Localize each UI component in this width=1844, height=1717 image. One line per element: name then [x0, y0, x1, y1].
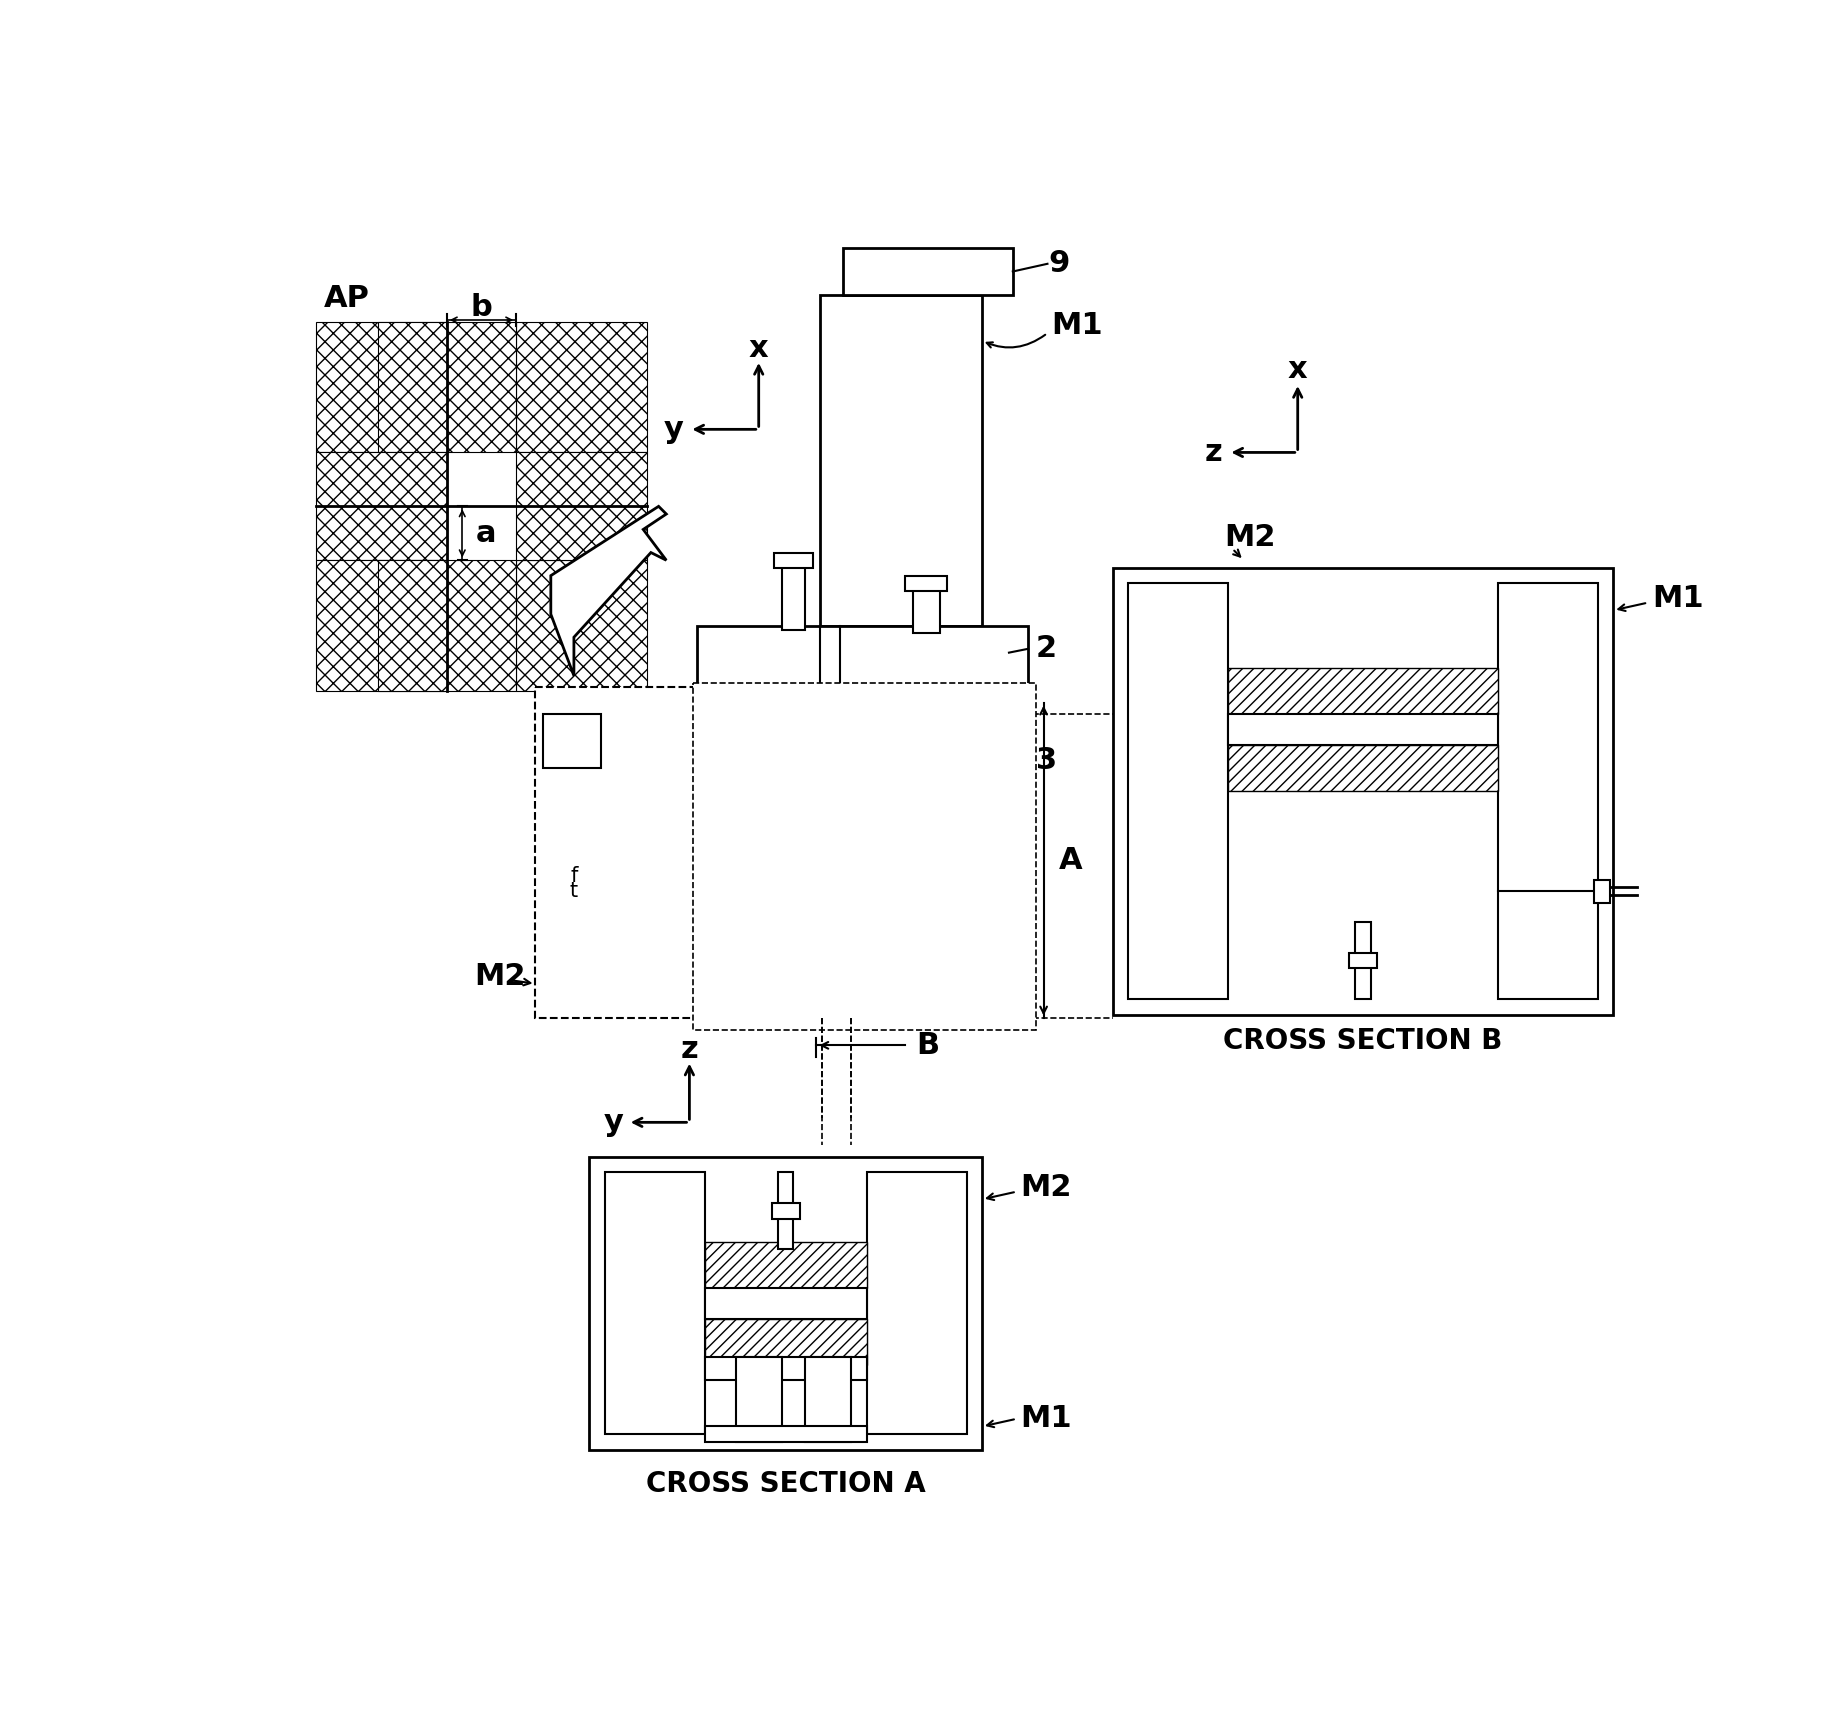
Bar	[315, 321, 446, 453]
Text: 2: 2	[1036, 634, 1057, 663]
Bar	[1497, 584, 1599, 999]
Text: a: a	[476, 519, 496, 548]
Bar	[697, 702, 1029, 1018]
Text: M2: M2	[474, 962, 526, 991]
Bar	[315, 453, 446, 560]
Text: z: z	[680, 1035, 699, 1065]
Bar	[378, 560, 516, 692]
Text: M1: M1	[1652, 584, 1704, 613]
Bar	[697, 625, 1029, 702]
Text: M1: M1	[1051, 311, 1103, 340]
Polygon shape	[551, 507, 666, 676]
Bar	[378, 321, 516, 453]
Bar	[712, 975, 1012, 1018]
Bar	[704, 1356, 867, 1380]
Bar	[843, 249, 1012, 295]
Text: M1: M1	[1020, 1405, 1071, 1434]
Text: y: y	[664, 416, 684, 443]
Bar	[782, 560, 806, 630]
Circle shape	[898, 810, 905, 819]
Bar	[1228, 745, 1497, 792]
Text: CROSS SECTION B: CROSS SECTION B	[1223, 1027, 1503, 1056]
Bar	[516, 560, 647, 692]
Bar	[315, 560, 446, 692]
Bar	[736, 1356, 782, 1442]
Text: M2: M2	[1224, 522, 1276, 551]
Bar	[1355, 922, 1370, 999]
Bar	[1350, 953, 1377, 968]
Text: t: t	[570, 881, 577, 901]
Bar	[544, 714, 601, 767]
Bar	[725, 838, 786, 907]
Bar	[1595, 879, 1610, 903]
Bar	[704, 1288, 867, 1319]
Bar	[516, 321, 647, 453]
Bar	[704, 1427, 867, 1442]
Text: 3: 3	[1036, 745, 1057, 774]
Bar	[806, 1356, 852, 1442]
Bar	[778, 1173, 793, 1250]
Circle shape	[786, 810, 793, 819]
Bar	[867, 1173, 966, 1434]
Bar	[1129, 584, 1228, 999]
Bar	[704, 1319, 867, 1365]
Bar	[605, 1173, 704, 1434]
Text: b: b	[470, 294, 492, 323]
Text: CROSS SECTION A: CROSS SECTION A	[645, 1470, 926, 1499]
Bar	[693, 683, 1036, 1030]
Text: A: A	[1058, 846, 1082, 876]
Bar	[732, 845, 778, 891]
Text: x: x	[749, 335, 769, 362]
Bar	[535, 687, 701, 1018]
Bar	[905, 575, 948, 591]
Bar	[773, 1204, 800, 1219]
Circle shape	[786, 757, 793, 764]
Text: z: z	[1204, 438, 1223, 467]
Bar	[774, 553, 813, 568]
Text: 9: 9	[1049, 249, 1070, 278]
Text: x: x	[1287, 355, 1307, 385]
Bar	[1114, 568, 1614, 1015]
Bar	[708, 714, 1012, 999]
Text: AP: AP	[325, 283, 369, 312]
Bar	[704, 1241, 867, 1288]
Bar	[516, 453, 647, 560]
Bar	[725, 745, 786, 814]
Bar	[913, 587, 940, 634]
Bar	[1228, 668, 1497, 714]
Bar	[821, 295, 983, 625]
Text: y: y	[605, 1107, 623, 1137]
Bar	[732, 900, 778, 946]
Text: B: B	[916, 1030, 940, 1059]
Circle shape	[898, 757, 905, 764]
Bar	[1228, 714, 1497, 745]
Text: M2: M2	[1020, 1173, 1071, 1202]
Bar	[590, 1157, 983, 1449]
Text: f: f	[570, 865, 577, 886]
Bar	[715, 718, 736, 991]
